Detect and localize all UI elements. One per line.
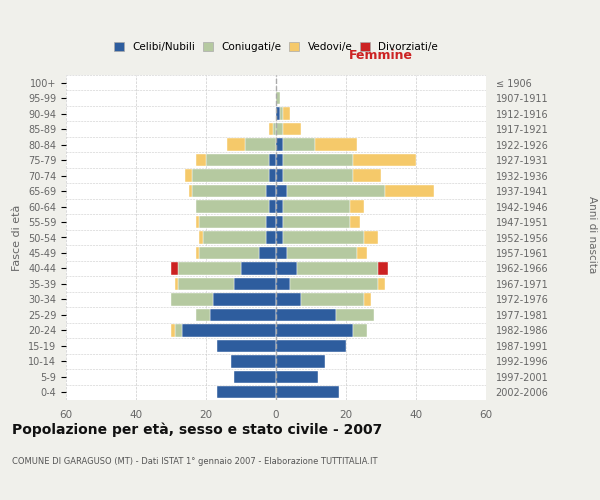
Bar <box>301 293 364 306</box>
Bar <box>377 262 388 274</box>
Bar <box>234 370 276 383</box>
Bar <box>230 355 276 368</box>
Bar <box>171 324 175 336</box>
Bar <box>276 247 287 259</box>
Bar <box>265 185 276 198</box>
Text: COMUNE DI GARAGUSO (MT) - Dati ISTAT 1° gennaio 2007 - Elaborazione TUTTITALIA.I: COMUNE DI GARAGUSO (MT) - Dati ISTAT 1° … <box>12 458 377 466</box>
Bar <box>283 232 364 243</box>
Bar <box>272 123 276 136</box>
Bar <box>241 262 276 274</box>
Bar <box>265 232 276 243</box>
Bar <box>217 386 276 398</box>
Bar <box>276 293 301 306</box>
Bar <box>353 324 367 336</box>
Bar <box>276 92 280 104</box>
Bar <box>259 247 276 259</box>
Bar <box>182 324 276 336</box>
Bar <box>199 216 265 228</box>
Bar <box>353 170 381 182</box>
Bar <box>213 293 276 306</box>
Bar <box>377 278 385 290</box>
Bar <box>283 154 353 166</box>
Text: Femmine: Femmine <box>349 49 413 62</box>
Bar <box>178 262 241 274</box>
Bar <box>234 278 276 290</box>
Bar <box>175 324 182 336</box>
Bar <box>185 170 192 182</box>
Bar <box>276 308 335 321</box>
Bar <box>276 123 283 136</box>
Bar <box>276 232 283 243</box>
Bar <box>283 123 301 136</box>
Bar <box>314 138 356 151</box>
Bar <box>192 170 269 182</box>
Bar <box>276 340 346 352</box>
Bar <box>227 138 245 151</box>
Bar <box>349 216 360 228</box>
Legend: Celibi/Nubili, Coniugati/e, Vedovi/e, Divorziati/e: Celibi/Nubili, Coniugati/e, Vedovi/e, Di… <box>110 38 442 56</box>
Bar <box>276 278 290 290</box>
Bar <box>353 154 416 166</box>
Bar <box>385 185 433 198</box>
Bar <box>276 170 283 182</box>
Bar <box>196 216 199 228</box>
Bar <box>209 308 276 321</box>
Bar <box>287 247 356 259</box>
Bar <box>283 170 353 182</box>
Bar <box>269 123 272 136</box>
Bar <box>276 370 318 383</box>
Bar <box>265 216 276 228</box>
Bar <box>199 232 203 243</box>
Bar <box>245 138 276 151</box>
Bar <box>276 108 280 120</box>
Bar <box>175 278 178 290</box>
Bar <box>276 216 283 228</box>
Y-axis label: Fasce di età: Fasce di età <box>13 204 22 270</box>
Bar <box>217 340 276 352</box>
Bar <box>364 293 371 306</box>
Bar <box>283 200 349 212</box>
Bar <box>276 386 339 398</box>
Bar <box>171 262 178 274</box>
Bar <box>196 247 199 259</box>
Bar <box>203 232 265 243</box>
Bar <box>276 185 287 198</box>
Bar <box>283 216 349 228</box>
Bar <box>335 308 374 321</box>
Bar <box>287 185 385 198</box>
Bar <box>276 200 283 212</box>
Text: Popolazione per età, sesso e stato civile - 2007: Popolazione per età, sesso e stato civil… <box>12 422 382 437</box>
Bar <box>206 154 269 166</box>
Bar <box>349 200 364 212</box>
Bar <box>269 170 276 182</box>
Bar <box>276 262 297 274</box>
Bar <box>188 185 192 198</box>
Bar <box>196 200 269 212</box>
Bar <box>199 247 259 259</box>
Bar <box>364 232 377 243</box>
Bar <box>192 185 265 198</box>
Bar <box>178 278 234 290</box>
Bar <box>356 247 367 259</box>
Bar <box>276 355 325 368</box>
Bar <box>171 293 213 306</box>
Bar <box>276 324 353 336</box>
Bar <box>283 108 290 120</box>
Bar <box>196 308 209 321</box>
Text: Anni di nascita: Anni di nascita <box>587 196 597 274</box>
Bar <box>269 154 276 166</box>
Bar <box>290 278 377 290</box>
Bar <box>297 262 377 274</box>
Bar <box>269 200 276 212</box>
Bar <box>280 108 283 120</box>
Bar <box>276 138 283 151</box>
Bar <box>276 154 283 166</box>
Bar <box>196 154 206 166</box>
Bar <box>283 138 314 151</box>
